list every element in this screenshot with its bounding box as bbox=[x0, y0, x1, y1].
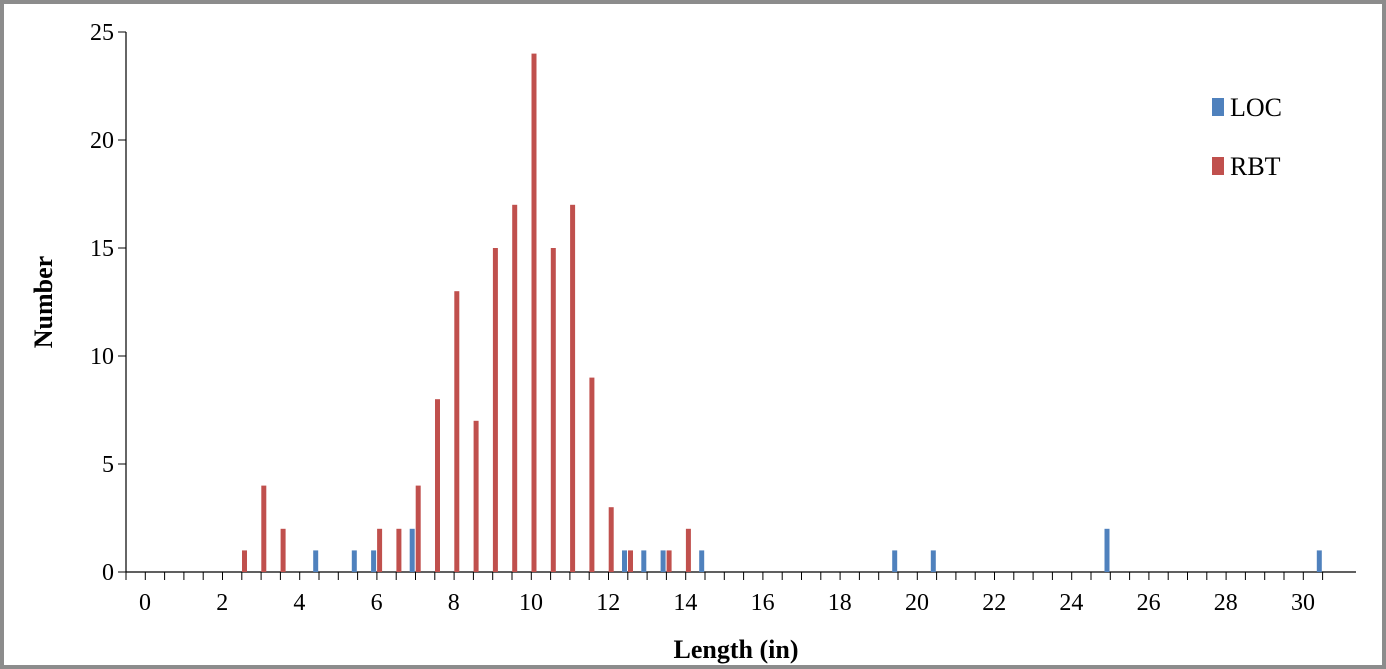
bar-loc bbox=[930, 550, 936, 572]
bar-rbt bbox=[531, 53, 537, 573]
bar-rbt bbox=[685, 528, 691, 572]
bar-loc bbox=[641, 550, 647, 572]
x-tick-label: 30 bbox=[1291, 590, 1315, 616]
x-tick-label: 28 bbox=[1214, 590, 1238, 616]
bar-loc bbox=[1316, 550, 1322, 572]
y-tick-label: 10 bbox=[90, 344, 114, 370]
bar-rbt bbox=[454, 291, 460, 572]
bar-loc bbox=[699, 550, 705, 572]
x-tick-label: 26 bbox=[1137, 590, 1161, 616]
x-tick-label: 0 bbox=[139, 590, 151, 616]
bar-rbt bbox=[473, 420, 479, 572]
y-tick-label: 15 bbox=[90, 236, 114, 262]
bar-loc bbox=[313, 550, 319, 572]
bar-rbt bbox=[261, 485, 267, 572]
bar-rbt bbox=[608, 507, 614, 572]
bar-rbt bbox=[666, 550, 672, 572]
legend-swatch-rbt bbox=[1212, 157, 1224, 175]
x-tick-label: 22 bbox=[982, 590, 1006, 616]
bar-loc bbox=[622, 550, 627, 572]
y-axis-title: Number bbox=[29, 256, 58, 348]
bar-rbt bbox=[492, 248, 498, 572]
x-tick-label: 6 bbox=[371, 590, 383, 616]
bar-loc bbox=[1104, 528, 1110, 572]
legend-label-loc: LOC bbox=[1230, 93, 1282, 122]
bar-rbt bbox=[570, 204, 576, 573]
legend-label-rbt: RBT bbox=[1230, 152, 1281, 181]
y-tick-label: 0 bbox=[102, 560, 114, 586]
y-tick-label: 5 bbox=[102, 452, 114, 478]
x-tick-label: 20 bbox=[905, 590, 929, 616]
bar-rbt bbox=[280, 528, 286, 572]
bar-rbt bbox=[589, 377, 595, 572]
bar-rbt bbox=[415, 485, 421, 572]
bar-rbt bbox=[377, 528, 383, 572]
bar-rbt bbox=[435, 399, 440, 572]
x-axis-title: Length (in) bbox=[674, 635, 799, 664]
x-tick-label: 18 bbox=[828, 590, 852, 616]
y-tick-label: 25 bbox=[90, 20, 114, 46]
bar-loc bbox=[371, 550, 377, 572]
bar-loc bbox=[351, 550, 357, 572]
x-tick-label: 24 bbox=[1059, 590, 1083, 616]
x-tick-label: 4 bbox=[293, 590, 305, 616]
bar-loc bbox=[660, 550, 666, 572]
bar-rbt bbox=[512, 204, 518, 573]
x-tick-label: 8 bbox=[448, 590, 460, 616]
legend: LOC RBT bbox=[1212, 93, 1282, 181]
legend-swatch-loc bbox=[1212, 98, 1224, 116]
bar-loc bbox=[409, 528, 415, 572]
bar-rbt bbox=[628, 550, 633, 572]
bar-rbt bbox=[242, 550, 247, 572]
y-tick-label: 20 bbox=[90, 128, 114, 154]
bar-rbt bbox=[396, 528, 402, 572]
bar-loc bbox=[892, 550, 898, 572]
x-tick-label: 16 bbox=[751, 590, 775, 616]
x-tick-label: 2 bbox=[216, 590, 228, 616]
x-tick-label: 14 bbox=[673, 590, 697, 616]
x-tick-label: 12 bbox=[596, 590, 620, 616]
x-tick-label: 10 bbox=[519, 590, 543, 616]
bar-rbt bbox=[550, 248, 556, 572]
